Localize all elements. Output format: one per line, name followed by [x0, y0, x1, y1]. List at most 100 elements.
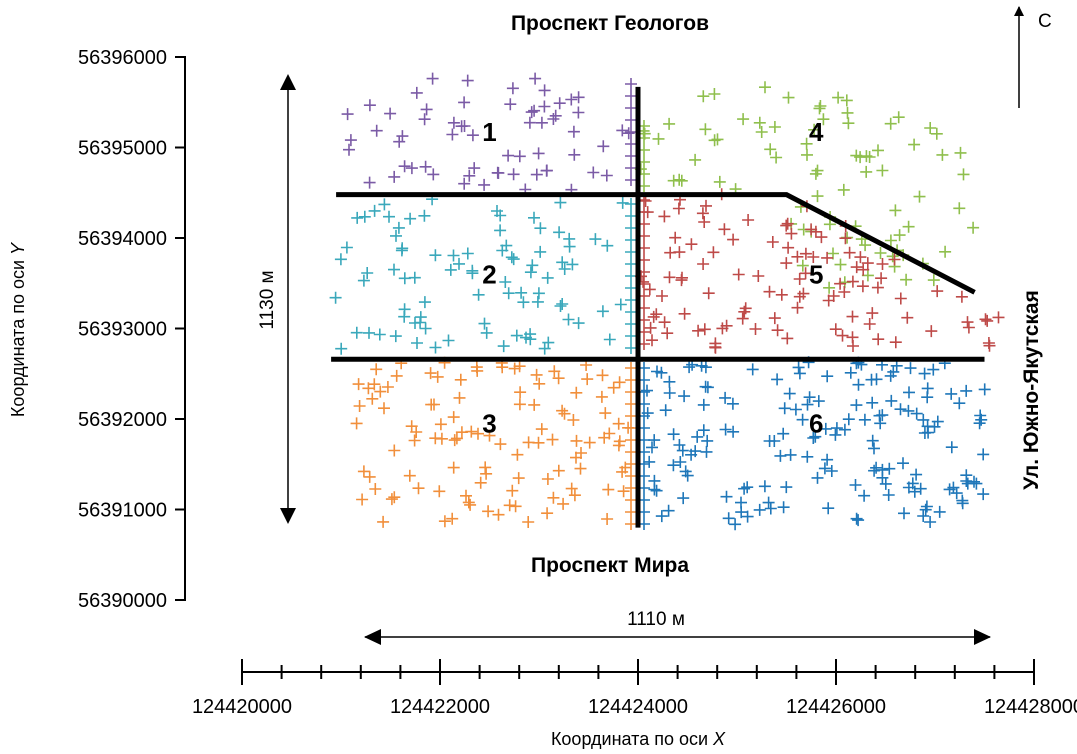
- sample-point: [681, 469, 694, 482]
- sample-point: [542, 336, 555, 349]
- sample-point: [759, 81, 771, 94]
- sample-point: [720, 319, 733, 332]
- height-dimension-label: 1130 м: [257, 270, 278, 329]
- sample-point: [446, 512, 459, 525]
- sample-point: [793, 273, 806, 285]
- sample-point: [429, 249, 442, 262]
- boundary-lines-layer: [331, 86, 985, 528]
- y-tick-label: 56395000: [78, 138, 167, 160]
- sample-point: [764, 502, 777, 515]
- sample-point: [368, 204, 381, 217]
- sample-point: [648, 474, 661, 487]
- sample-point: [646, 334, 658, 347]
- sample-point: [901, 311, 914, 324]
- sample-point: [830, 422, 843, 435]
- sample-point: [547, 491, 560, 504]
- sample-point: [925, 325, 938, 338]
- sample-point: [799, 267, 812, 280]
- sample-point: [625, 162, 637, 174]
- sample-point: [562, 313, 575, 326]
- sample-point: [409, 317, 421, 329]
- sample-point: [955, 290, 968, 303]
- sector-label-5: 5: [809, 259, 823, 289]
- sample-point: [607, 381, 620, 394]
- sample-point: [720, 490, 733, 503]
- sample-point: [678, 390, 691, 403]
- height-arrow-down-icon: [280, 508, 296, 524]
- sample-point: [785, 227, 798, 240]
- sample-point: [741, 481, 754, 494]
- sample-point: [819, 422, 832, 435]
- sample-point: [832, 91, 845, 104]
- sample-point: [497, 340, 510, 353]
- sample-point: [541, 271, 554, 284]
- sample-point: [455, 120, 468, 133]
- sample-point: [625, 446, 637, 458]
- sample-point: [570, 386, 583, 399]
- sample-point: [956, 494, 969, 507]
- sample-point: [625, 282, 637, 294]
- y-ticks: 56390000 56391000 56392000 56393000 56394000…: [78, 47, 186, 612]
- sample-point: [454, 373, 467, 386]
- sample-point: [447, 411, 460, 424]
- sample-point: [532, 147, 545, 160]
- sample-point: [791, 301, 804, 314]
- sample-point: [778, 402, 791, 415]
- sample-point: [846, 310, 859, 323]
- sample-point: [846, 275, 859, 288]
- sample-point: [838, 423, 851, 436]
- sector-boundary-line: [336, 192, 976, 295]
- sample-point: [753, 503, 766, 516]
- sample-point: [793, 367, 806, 380]
- sample-point: [882, 489, 895, 501]
- sample-point: [866, 307, 879, 320]
- sector-label-4: 4: [809, 117, 824, 147]
- sample-point: [839, 232, 852, 245]
- sample-point: [775, 288, 788, 301]
- sample-point: [368, 378, 381, 391]
- sample-point: [472, 427, 484, 440]
- sample-point: [366, 392, 379, 405]
- sample-point: [719, 423, 732, 436]
- sample-point: [447, 249, 460, 262]
- sample-point: [625, 362, 637, 374]
- sample-point: [556, 404, 569, 417]
- sample-point: [540, 164, 553, 177]
- sample-point: [796, 259, 809, 272]
- sample-point: [603, 333, 616, 346]
- sample-point: [876, 471, 889, 484]
- width-dimension: 1110 м: [364, 609, 991, 645]
- sample-point: [581, 373, 594, 386]
- sample-point: [622, 127, 635, 140]
- sample-point: [541, 473, 554, 485]
- sample-point: [343, 143, 355, 156]
- sample-point: [652, 132, 665, 145]
- sample-point: [583, 436, 596, 449]
- sample-point: [789, 403, 802, 416]
- sample-point: [863, 318, 876, 330]
- sample-point: [554, 300, 567, 312]
- sample-point: [651, 365, 663, 378]
- sample-point: [658, 210, 671, 223]
- width-arrow-right-icon: [974, 629, 991, 645]
- sample-point: [418, 113, 431, 126]
- sample-point: [837, 183, 850, 196]
- sample-point: [523, 116, 536, 129]
- sample-point: [872, 333, 885, 346]
- sample-point: [898, 507, 910, 520]
- sample-point: [589, 233, 602, 246]
- sample-point: [547, 113, 560, 125]
- width-arrow-left-icon: [364, 629, 381, 645]
- sample-point: [647, 310, 660, 323]
- sample-point: [865, 373, 878, 386]
- sample-point: [844, 366, 857, 379]
- sample-point: [389, 330, 402, 343]
- sample-point: [470, 361, 483, 374]
- sample-point: [625, 422, 637, 434]
- sample-point: [447, 116, 460, 129]
- sample-point: [556, 256, 569, 269]
- sample-point: [847, 340, 859, 352]
- sample-point: [567, 414, 580, 426]
- sample-point: [953, 202, 966, 215]
- sample-point: [771, 373, 784, 386]
